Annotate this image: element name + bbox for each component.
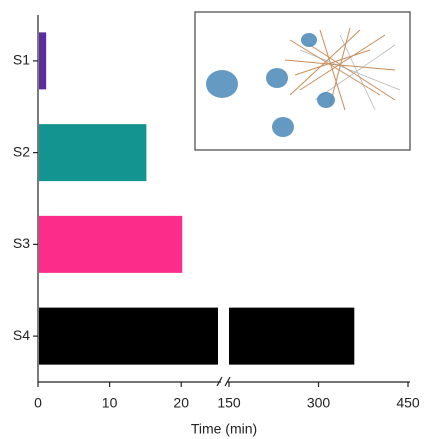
bar [39,124,146,181]
inset-image [195,12,410,150]
bar [229,308,354,365]
axis-break [217,377,230,386]
bar [39,308,218,365]
y-tick-label: S3 [13,235,30,251]
x-tick-label: 0 [34,395,42,411]
x-axis-label: Time (min) [191,421,257,437]
x-tick-label: 300 [307,395,331,411]
y-tick-label: S2 [13,143,30,159]
bar [39,216,182,273]
chart: Time (min) 0 10 20 150 300 450 S1 S2 S3 S4 [0,0,425,439]
bar [39,32,46,89]
y-tick-label: S1 [13,52,30,68]
x-tick-label: 150 [217,395,241,411]
x-tick-label: 10 [102,395,118,411]
x-tick-label: 20 [173,395,189,411]
y-tick-label: S4 [13,327,30,343]
x-tick-label: 450 [396,395,420,411]
